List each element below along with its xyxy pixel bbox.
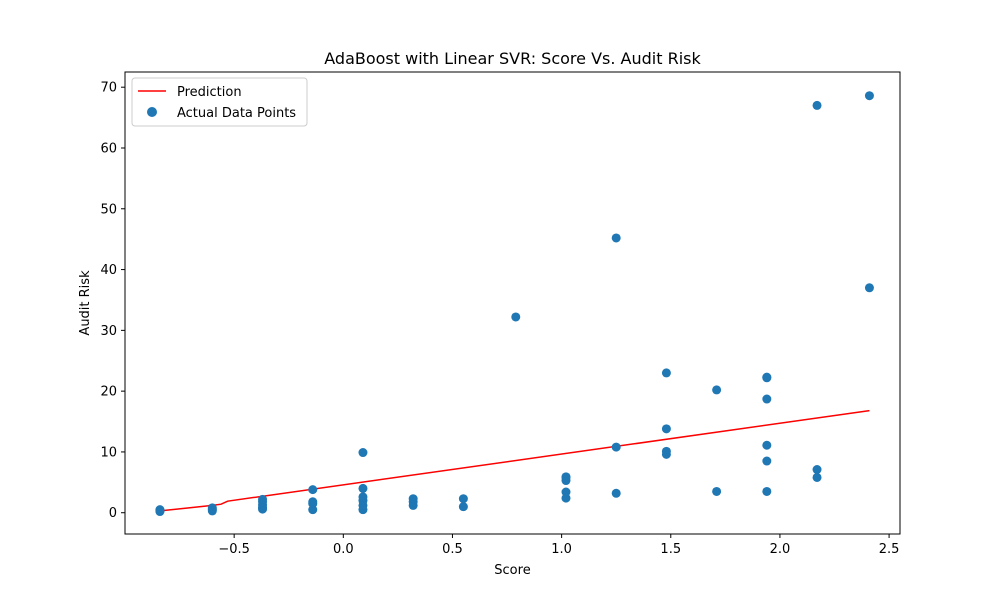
axes-frame bbox=[124, 71, 901, 535]
prediction-line bbox=[159, 409, 870, 512]
data-point bbox=[458, 494, 468, 504]
x-axis: −0.5 0.0 0.5 1.0 1.5 2.0 2.5 bbox=[218, 534, 899, 557]
legend-box bbox=[131, 77, 308, 127]
y-tick-label: 30 bbox=[100, 324, 117, 339]
y-axis-label: Audit Risk bbox=[78, 270, 93, 336]
data-point bbox=[864, 283, 874, 293]
y-tick-label: 50 bbox=[100, 202, 117, 217]
data-point bbox=[762, 394, 772, 404]
x-tick-label: −0.5 bbox=[218, 542, 250, 557]
data-point bbox=[308, 497, 318, 507]
y-tick-label: 60 bbox=[100, 141, 117, 156]
data-point bbox=[511, 312, 521, 322]
data-point bbox=[812, 100, 822, 110]
data-point bbox=[812, 465, 822, 475]
data-point bbox=[155, 505, 165, 515]
data-point bbox=[762, 440, 772, 450]
y-tick-label: 0 bbox=[109, 506, 117, 521]
plot-area bbox=[155, 91, 874, 517]
data-point bbox=[762, 456, 772, 466]
data-point bbox=[712, 385, 722, 395]
legend-actual-swatch bbox=[147, 107, 157, 117]
x-tick-label: 1.0 bbox=[551, 542, 572, 557]
data-point bbox=[561, 487, 571, 497]
data-point bbox=[358, 448, 368, 458]
data-point bbox=[712, 486, 722, 496]
data-point bbox=[561, 472, 571, 482]
data-point bbox=[812, 472, 822, 482]
legend: Prediction Actual Data Points bbox=[131, 77, 308, 127]
x-tick-label: 0.5 bbox=[442, 542, 463, 557]
data-point bbox=[258, 494, 268, 504]
x-tick-label: 0.0 bbox=[333, 542, 354, 557]
x-axis-label: Score bbox=[494, 563, 530, 578]
data-point bbox=[408, 494, 418, 504]
legend-actual-label: Actual Data Points bbox=[177, 106, 296, 121]
x-tick-label: 2.5 bbox=[879, 542, 900, 557]
data-point bbox=[762, 486, 772, 496]
data-point bbox=[611, 233, 621, 243]
data-point bbox=[207, 503, 217, 513]
data-point bbox=[661, 368, 671, 378]
data-point bbox=[661, 446, 671, 456]
y-tick-label: 70 bbox=[100, 81, 117, 96]
data-point bbox=[762, 372, 772, 382]
data-point bbox=[661, 424, 671, 434]
y-tick-label: 40 bbox=[100, 263, 117, 278]
y-tick-label: 10 bbox=[100, 445, 117, 460]
data-point bbox=[864, 91, 874, 101]
data-point bbox=[308, 485, 318, 495]
x-tick-label: 1.5 bbox=[660, 542, 681, 557]
y-axis: 0 10 20 30 40 50 60 70 bbox=[100, 81, 125, 521]
data-point bbox=[358, 483, 368, 493]
x-tick-label: 2.0 bbox=[770, 542, 791, 557]
data-point bbox=[611, 488, 621, 498]
data-point bbox=[611, 442, 621, 452]
legend-prediction-label: Prediction bbox=[177, 85, 242, 100]
chart-title: AdaBoost with Linear SVR: Score Vs. Audi… bbox=[324, 49, 701, 68]
y-tick-label: 20 bbox=[100, 385, 117, 400]
data-point bbox=[358, 492, 368, 502]
data-point bbox=[458, 502, 468, 512]
